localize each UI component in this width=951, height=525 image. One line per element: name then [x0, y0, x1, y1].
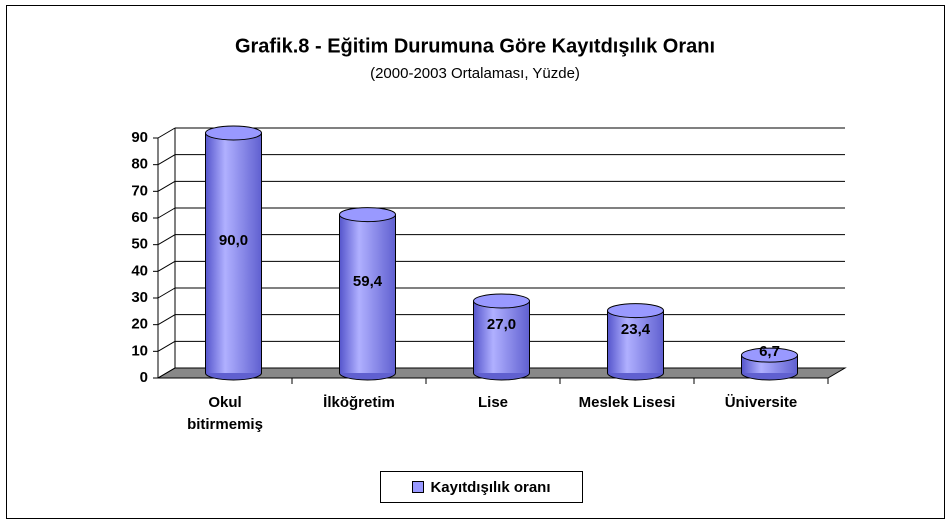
- value-label: 27,0: [487, 316, 516, 333]
- bar: [607, 310, 664, 373]
- cylinder-top: [741, 347, 798, 363]
- x-tick-label: Üniversite: [724, 394, 798, 411]
- y-tick-label: 10: [131, 342, 148, 359]
- value-label: 90,0: [219, 232, 248, 249]
- chart-subtitle: (2000-2003 Ortalaması, Yüzde): [370, 65, 580, 82]
- value-label: 59,4: [353, 273, 383, 290]
- x-tick-label: Lise: [477, 394, 508, 411]
- grid-line: [157, 367, 176, 379]
- y-tick-label: 60: [131, 209, 148, 226]
- y-tick-label: 80: [131, 156, 148, 173]
- grid-line: [157, 154, 176, 166]
- y-tick-label: 30: [131, 289, 148, 306]
- cylinder-top: [473, 293, 530, 309]
- y-tick-label: 20: [131, 316, 148, 333]
- legend-swatch: [412, 481, 425, 493]
- grid-line: [157, 127, 176, 139]
- chart-frame: [6, 5, 945, 519]
- bar: [473, 301, 530, 373]
- y-tick-label: 40: [131, 262, 148, 279]
- x-tick-label: Okul bitirmemiş: [187, 394, 263, 433]
- legend-label: Kayıtdışılık oranı: [430, 478, 551, 496]
- grid-line: [157, 207, 176, 219]
- bar: [205, 133, 262, 373]
- bar: [339, 214, 396, 373]
- value-label: 23,4: [621, 321, 651, 338]
- value-label: 6,7: [759, 343, 780, 360]
- y-tick-label: 90: [131, 129, 148, 146]
- y-tick-label: 50: [131, 236, 148, 253]
- cylinder-top: [607, 303, 664, 319]
- grid-line: [157, 234, 176, 246]
- cylinder-top: [339, 207, 396, 223]
- grid-line: [157, 314, 176, 326]
- y-tick-label: 0: [140, 369, 148, 386]
- grid-line: [157, 260, 176, 272]
- y-tick-label: 70: [131, 182, 148, 199]
- legend: Kayıtdışılık oranı: [380, 471, 583, 503]
- grid-line: [157, 180, 176, 192]
- x-tick-label: İlköğretim: [323, 394, 395, 411]
- grid-line: [157, 287, 176, 299]
- chart-title: Grafik.8 - Eğitim Durumuna Göre Kayıtdış…: [235, 35, 715, 57]
- grid-line: [157, 340, 176, 352]
- cylinder-top: [205, 125, 262, 141]
- x-tick-label: Meslek Lisesi: [578, 394, 676, 411]
